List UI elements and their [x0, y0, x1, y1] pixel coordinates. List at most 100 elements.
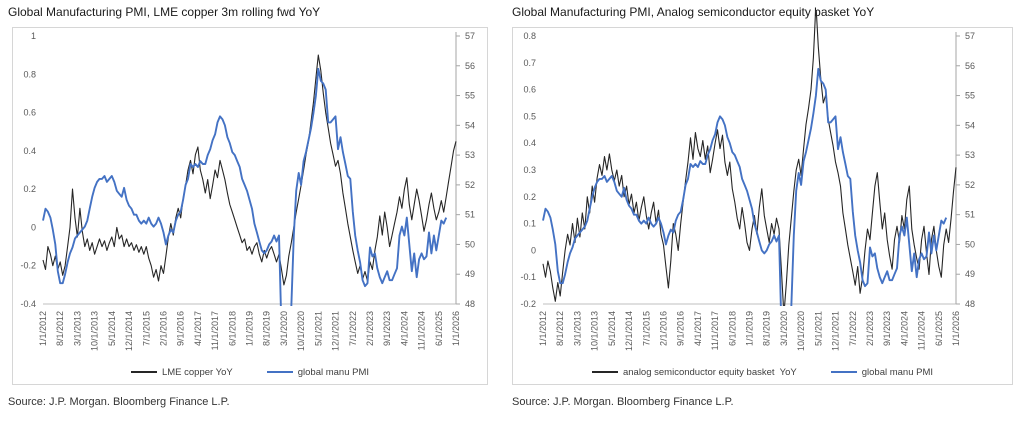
svg-text:50: 50 [465, 239, 475, 249]
svg-text:6/1/2018: 6/1/2018 [727, 311, 737, 346]
svg-text:48: 48 [965, 299, 975, 309]
svg-text:8/1/2019: 8/1/2019 [262, 311, 272, 346]
legend-label-pmi-right: global manu PMI [861, 366, 934, 378]
svg-text:1/1/2012: 1/1/2012 [38, 311, 48, 346]
svg-text:9/1/2023: 9/1/2023 [382, 311, 392, 346]
svg-text:52: 52 [465, 180, 475, 190]
svg-text:0.4: 0.4 [23, 146, 36, 156]
svg-text:4/1/2024: 4/1/2024 [899, 311, 909, 346]
y-axis-left-labels: 0.8 0.7 0.6 0.5 0.4 0.3 0.2 0.1 0 -0.1 -0.2 [520, 31, 536, 309]
svg-text:54: 54 [465, 120, 475, 130]
svg-text:2/1/2016: 2/1/2016 [658, 311, 668, 346]
chart-title-left: Global Manufacturing PMI, LME copper 3m … [8, 5, 321, 19]
svg-text:12/1/2021: 12/1/2021 [331, 311, 341, 351]
svg-text:2/1/2016: 2/1/2016 [158, 311, 168, 346]
source-note-right: Source: J.P. Morgan. Bloomberg Finance L… [512, 396, 734, 408]
svg-text:7/1/2022: 7/1/2022 [348, 311, 358, 346]
svg-text:56: 56 [965, 61, 975, 71]
svg-text:7/1/2015: 7/1/2015 [641, 311, 651, 346]
svg-text:3/1/2013: 3/1/2013 [72, 311, 82, 346]
svg-text:12/1/2014: 12/1/2014 [124, 311, 134, 351]
svg-text:1: 1 [31, 31, 36, 41]
svg-text:0.6: 0.6 [523, 85, 536, 95]
chart-title-right: Global Manufacturing PMI, Analog semicon… [512, 5, 875, 19]
svg-text:0: 0 [531, 245, 536, 255]
svg-text:0.5: 0.5 [523, 111, 536, 121]
svg-text:8/1/2019: 8/1/2019 [762, 311, 772, 346]
source-note-left: Source: J.P. Morgan. Bloomberg Finance L… [8, 396, 230, 408]
svg-text:4/1/2017: 4/1/2017 [193, 311, 203, 346]
svg-text:48: 48 [465, 299, 475, 309]
x-axis-labels: 1/1/2012 8/1/2012 3/1/2013 10/1/2013 5/1/201… [38, 311, 461, 351]
svg-text:0.8: 0.8 [523, 31, 536, 41]
svg-text:50: 50 [965, 239, 975, 249]
legend-item-analog-semi: analog semiconductor equity basket YoY [591, 366, 797, 378]
svg-text:5/1/2014: 5/1/2014 [107, 311, 117, 346]
svg-text:5/1/2021: 5/1/2021 [813, 311, 823, 346]
svg-text:0.7: 0.7 [523, 58, 536, 68]
svg-text:9/1/2016: 9/1/2016 [176, 311, 186, 346]
svg-text:1/1/2019: 1/1/2019 [745, 311, 755, 346]
svg-text:10/1/2013: 10/1/2013 [90, 311, 100, 351]
series-line-global-manu-pmi [42, 67, 448, 306]
svg-text:55: 55 [465, 91, 475, 101]
svg-text:5/1/2021: 5/1/2021 [313, 311, 323, 346]
svg-text:10/1/2020: 10/1/2020 [296, 311, 306, 351]
legend-label-analog-semi: analog semiconductor equity basket YoY [622, 366, 797, 378]
svg-text:8/1/2012: 8/1/2012 [555, 311, 565, 346]
y-axis-left-labels: 1 0.8 0.6 0.4 0.2 0 -0.2 -0.4 [20, 31, 36, 309]
legend-label-copper: LME copper YoY [161, 366, 233, 378]
svg-text:1/1/2012: 1/1/2012 [538, 311, 548, 346]
svg-text:0.2: 0.2 [523, 192, 536, 202]
svg-text:6/1/2025: 6/1/2025 [434, 311, 444, 346]
svg-text:4/1/2024: 4/1/2024 [399, 311, 409, 346]
svg-text:7/1/2015: 7/1/2015 [141, 311, 151, 346]
svg-text:7/1/2022: 7/1/2022 [848, 311, 858, 346]
svg-text:11/1/2017: 11/1/2017 [710, 311, 720, 350]
legend-item-pmi-right: global manu PMI [830, 366, 934, 378]
y-axis-right: 57 56 55 54 53 52 51 50 49 48 [955, 31, 975, 309]
x-axis-labels: 1/1/2012 8/1/2012 3/1/2013 10/1/2013 5/1/201… [538, 311, 961, 351]
legend-item-copper: LME copper YoY [130, 366, 233, 378]
copper-line-swatch [130, 371, 157, 373]
svg-text:0.6: 0.6 [23, 108, 36, 118]
svg-text:9/1/2016: 9/1/2016 [676, 311, 686, 346]
chart-area-right: 0.8 0.7 0.6 0.5 0.4 0.3 0.2 0.1 0 -0.1 -0.2 57 56 55 5… [512, 10, 1013, 385]
svg-text:3/1/2020: 3/1/2020 [779, 311, 789, 346]
svg-text:0: 0 [31, 222, 36, 232]
line-chart-left: 1 0.8 0.6 0.4 0.2 0 -0.2 -0.4 57 56 55 54 53 52 51 50 49… [20, 31, 475, 351]
svg-text:2/1/2023: 2/1/2023 [365, 311, 375, 346]
svg-text:51: 51 [965, 210, 975, 220]
y-axis-right: 57 56 55 54 53 52 51 50 49 48 [455, 31, 475, 309]
pmi-line-swatch-left [266, 371, 293, 373]
svg-text:9/1/2023: 9/1/2023 [882, 311, 892, 346]
svg-text:11/1/2024: 11/1/2024 [417, 311, 427, 350]
svg-text:57: 57 [965, 31, 975, 41]
svg-text:0.8: 0.8 [23, 69, 36, 79]
svg-text:0.2: 0.2 [23, 184, 36, 194]
legend-label-pmi-left: global manu PMI [297, 366, 370, 378]
chart-area-left: 1 0.8 0.6 0.4 0.2 0 -0.2 -0.4 57 56 55 54 53 52 51 50 49… [12, 27, 488, 385]
svg-text:52: 52 [965, 180, 975, 190]
svg-text:53: 53 [465, 150, 475, 160]
svg-text:2/1/2023: 2/1/2023 [865, 311, 875, 346]
svg-text:57: 57 [465, 31, 475, 41]
svg-text:-0.1: -0.1 [520, 272, 536, 282]
series-line-global-manu-pmi [542, 67, 948, 306]
svg-text:55: 55 [965, 91, 975, 101]
svg-text:3/1/2013: 3/1/2013 [572, 311, 582, 346]
pmi-line-swatch-right [830, 371, 857, 373]
svg-text:4/1/2017: 4/1/2017 [693, 311, 703, 346]
svg-text:10/1/2020: 10/1/2020 [796, 311, 806, 351]
svg-text:5/1/2014: 5/1/2014 [607, 311, 617, 346]
analog-semi-line-swatch [591, 371, 618, 373]
svg-text:11/1/2017: 11/1/2017 [210, 311, 220, 350]
svg-text:6/1/2025: 6/1/2025 [934, 311, 944, 346]
svg-text:56: 56 [465, 61, 475, 71]
svg-text:0.1: 0.1 [523, 219, 536, 229]
svg-text:1/1/2019: 1/1/2019 [245, 311, 255, 346]
svg-text:-0.2: -0.2 [20, 261, 36, 271]
svg-text:3/1/2020: 3/1/2020 [279, 311, 289, 346]
svg-text:-0.2: -0.2 [520, 299, 536, 309]
svg-text:12/1/2021: 12/1/2021 [831, 311, 841, 351]
